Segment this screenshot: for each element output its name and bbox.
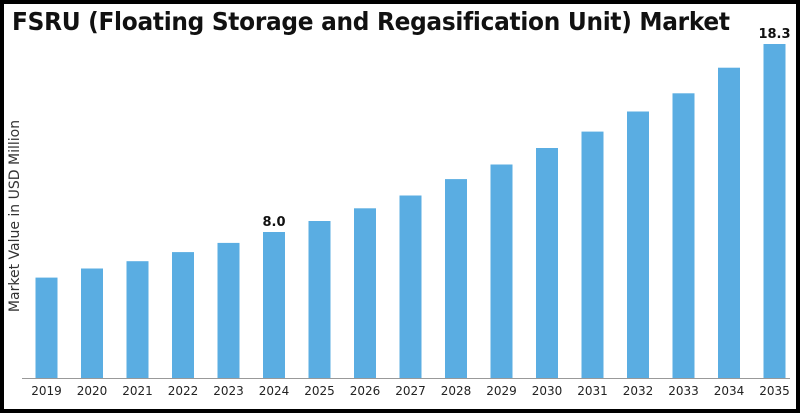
bar-2026 bbox=[354, 208, 376, 378]
bar-chart: 2019 2020 2021 2022 2023 2024 8.0 2025 2026 2027 2… bbox=[22, 27, 791, 398]
x-tick-2034: 2034 bbox=[714, 384, 745, 398]
x-tick-2019: 2019 bbox=[31, 384, 62, 398]
bar-2033 bbox=[672, 93, 695, 379]
chart-title: FSRU (Floating Storage and Regasificatio… bbox=[12, 7, 730, 36]
bar-2034 bbox=[718, 67, 740, 378]
bar-2027 bbox=[399, 195, 422, 378]
x-tick-2033: 2033 bbox=[668, 384, 699, 398]
x-tick-2031: 2031 bbox=[577, 384, 608, 398]
bar-2035 bbox=[763, 44, 786, 378]
bar-2032 bbox=[627, 111, 649, 378]
bar-2025 bbox=[308, 221, 331, 378]
x-tick-2032: 2032 bbox=[623, 384, 654, 398]
x-tick-2021: 2021 bbox=[122, 384, 153, 398]
x-tick-2025: 2025 bbox=[304, 384, 335, 398]
bar-2031 bbox=[581, 131, 604, 378]
bar-2029 bbox=[490, 164, 513, 378]
chart-frame: FSRU (Floating Storage and Regasificatio… bbox=[4, 4, 796, 409]
x-tick-2027: 2027 bbox=[395, 384, 426, 398]
bar-2023 bbox=[217, 242, 240, 378]
bar-2019 bbox=[35, 277, 58, 378]
bar-2030 bbox=[536, 148, 558, 378]
data-label-2024: 8.0 bbox=[262, 215, 285, 230]
x-tick-2023: 2023 bbox=[213, 384, 244, 398]
x-tick-2029: 2029 bbox=[486, 384, 517, 398]
data-label-2035: 18.3 bbox=[758, 27, 790, 42]
x-tick-2022: 2022 bbox=[168, 384, 199, 398]
x-tick-2024: 2024 bbox=[259, 384, 290, 398]
bar-2022 bbox=[172, 252, 194, 378]
bar-2028 bbox=[445, 179, 467, 378]
bar-2020 bbox=[81, 268, 103, 378]
bar-2024 bbox=[263, 232, 285, 378]
x-tick-2030: 2030 bbox=[532, 384, 563, 398]
x-tick-2020: 2020 bbox=[77, 384, 108, 398]
x-tick-2035: 2035 bbox=[759, 384, 790, 398]
bar-2021 bbox=[126, 261, 149, 378]
x-tick-2026: 2026 bbox=[350, 384, 381, 398]
x-tick-2028: 2028 bbox=[441, 384, 472, 398]
